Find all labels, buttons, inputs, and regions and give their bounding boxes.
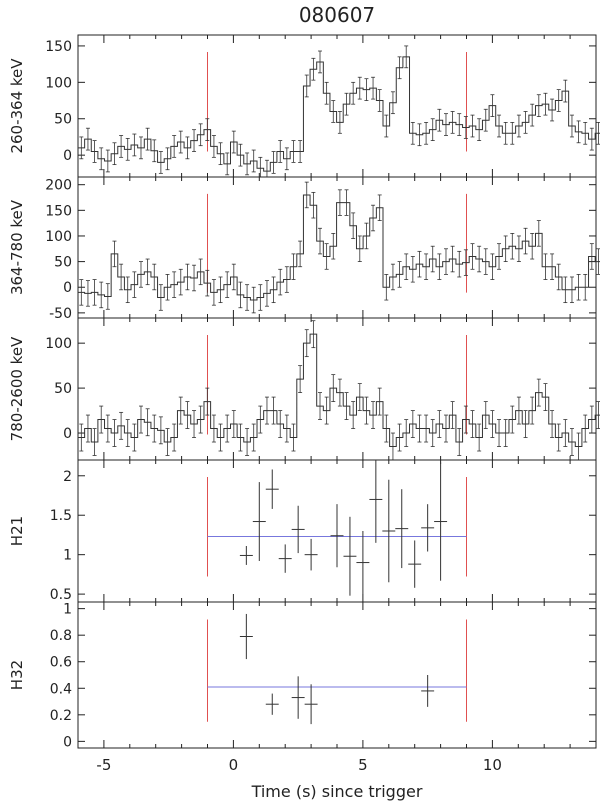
data-point bbox=[369, 460, 383, 543]
y-tick-label: 0.6 bbox=[50, 655, 72, 671]
y-axis-label: H32 bbox=[8, 660, 26, 690]
data-point bbox=[408, 540, 422, 588]
panel-1: 0 50 100 150 260-364 keV bbox=[8, 34, 600, 178]
y-tick-label: 100 bbox=[45, 336, 72, 352]
data-point bbox=[356, 531, 370, 595]
histogram-series bbox=[78, 56, 600, 172]
data-point bbox=[330, 504, 344, 568]
x-tick-label: 0 bbox=[229, 756, 239, 774]
y-tick-label: 50 bbox=[54, 381, 72, 397]
data-point bbox=[239, 613, 253, 660]
data-point bbox=[265, 469, 279, 509]
panel-4: 0.5 1 1.5 2 H21 bbox=[8, 459, 597, 603]
y-tick-label: 1 bbox=[63, 548, 72, 564]
panel-2: -50 0 50 100 150 200 364-780 keV bbox=[8, 176, 600, 322]
y-tick-label: 0.4 bbox=[50, 681, 72, 697]
x-axis-label: Time (s) since trigger bbox=[251, 782, 423, 801]
y-axis-label: H21 bbox=[8, 516, 26, 546]
data-point bbox=[278, 544, 292, 573]
y-tick-label: 1.5 bbox=[50, 508, 72, 524]
y-tick-label: -50 bbox=[49, 306, 72, 322]
data-point bbox=[291, 505, 305, 554]
y-axis-label: 780-2600 keV bbox=[8, 336, 26, 441]
y-axis-label: 364-780 keV bbox=[8, 199, 26, 295]
y-tick-label: 150 bbox=[45, 203, 72, 219]
panel-3: 0 50 100 780-2600 keV bbox=[8, 317, 600, 461]
data-point bbox=[382, 479, 396, 583]
data-point bbox=[395, 489, 409, 569]
data-point bbox=[291, 676, 305, 719]
data-point bbox=[434, 462, 448, 581]
data-point bbox=[265, 693, 279, 715]
y-tick-label: 0.2 bbox=[50, 708, 72, 724]
y-tick-label: 0 bbox=[63, 148, 72, 164]
y-tick-label: 200 bbox=[45, 178, 72, 194]
y-tick-label: 0 bbox=[63, 426, 72, 442]
histogram-series bbox=[78, 333, 600, 448]
y-tick-label: 50 bbox=[54, 255, 72, 271]
y-tick-label: 2 bbox=[63, 469, 72, 485]
y-tick-label: 150 bbox=[45, 39, 72, 55]
data-point bbox=[421, 504, 435, 552]
y-tick-label: 0 bbox=[63, 280, 72, 296]
data-point bbox=[252, 482, 266, 561]
x-tick-label: -5 bbox=[96, 756, 111, 774]
data-point bbox=[304, 538, 318, 571]
panel-frame bbox=[77, 34, 597, 178]
y-tick-label: 100 bbox=[45, 229, 72, 245]
data-point bbox=[304, 684, 318, 725]
data-point bbox=[343, 516, 357, 596]
data-point bbox=[421, 675, 435, 707]
y-tick-label: 1 bbox=[63, 602, 72, 618]
data-point bbox=[239, 545, 253, 565]
figure-title: 080607 bbox=[299, 3, 375, 27]
y-axis-label: 260-364 keV bbox=[8, 58, 26, 154]
y-tick-label: 0.8 bbox=[50, 628, 72, 644]
y-tick-label: 0 bbox=[63, 734, 72, 750]
panel-5: 0 0.2 0.4 0.6 0.8 1 H32 bbox=[8, 601, 597, 750]
panel-frame bbox=[77, 176, 597, 319]
y-tick-label: 0.5 bbox=[50, 587, 72, 603]
x-tick-label: 10 bbox=[483, 756, 502, 774]
y-tick-label: 100 bbox=[45, 75, 72, 91]
panel-frame bbox=[77, 601, 597, 749]
histogram-series bbox=[78, 194, 600, 301]
y-tick-label: 50 bbox=[54, 112, 72, 128]
x-tick-label: 5 bbox=[358, 756, 368, 774]
